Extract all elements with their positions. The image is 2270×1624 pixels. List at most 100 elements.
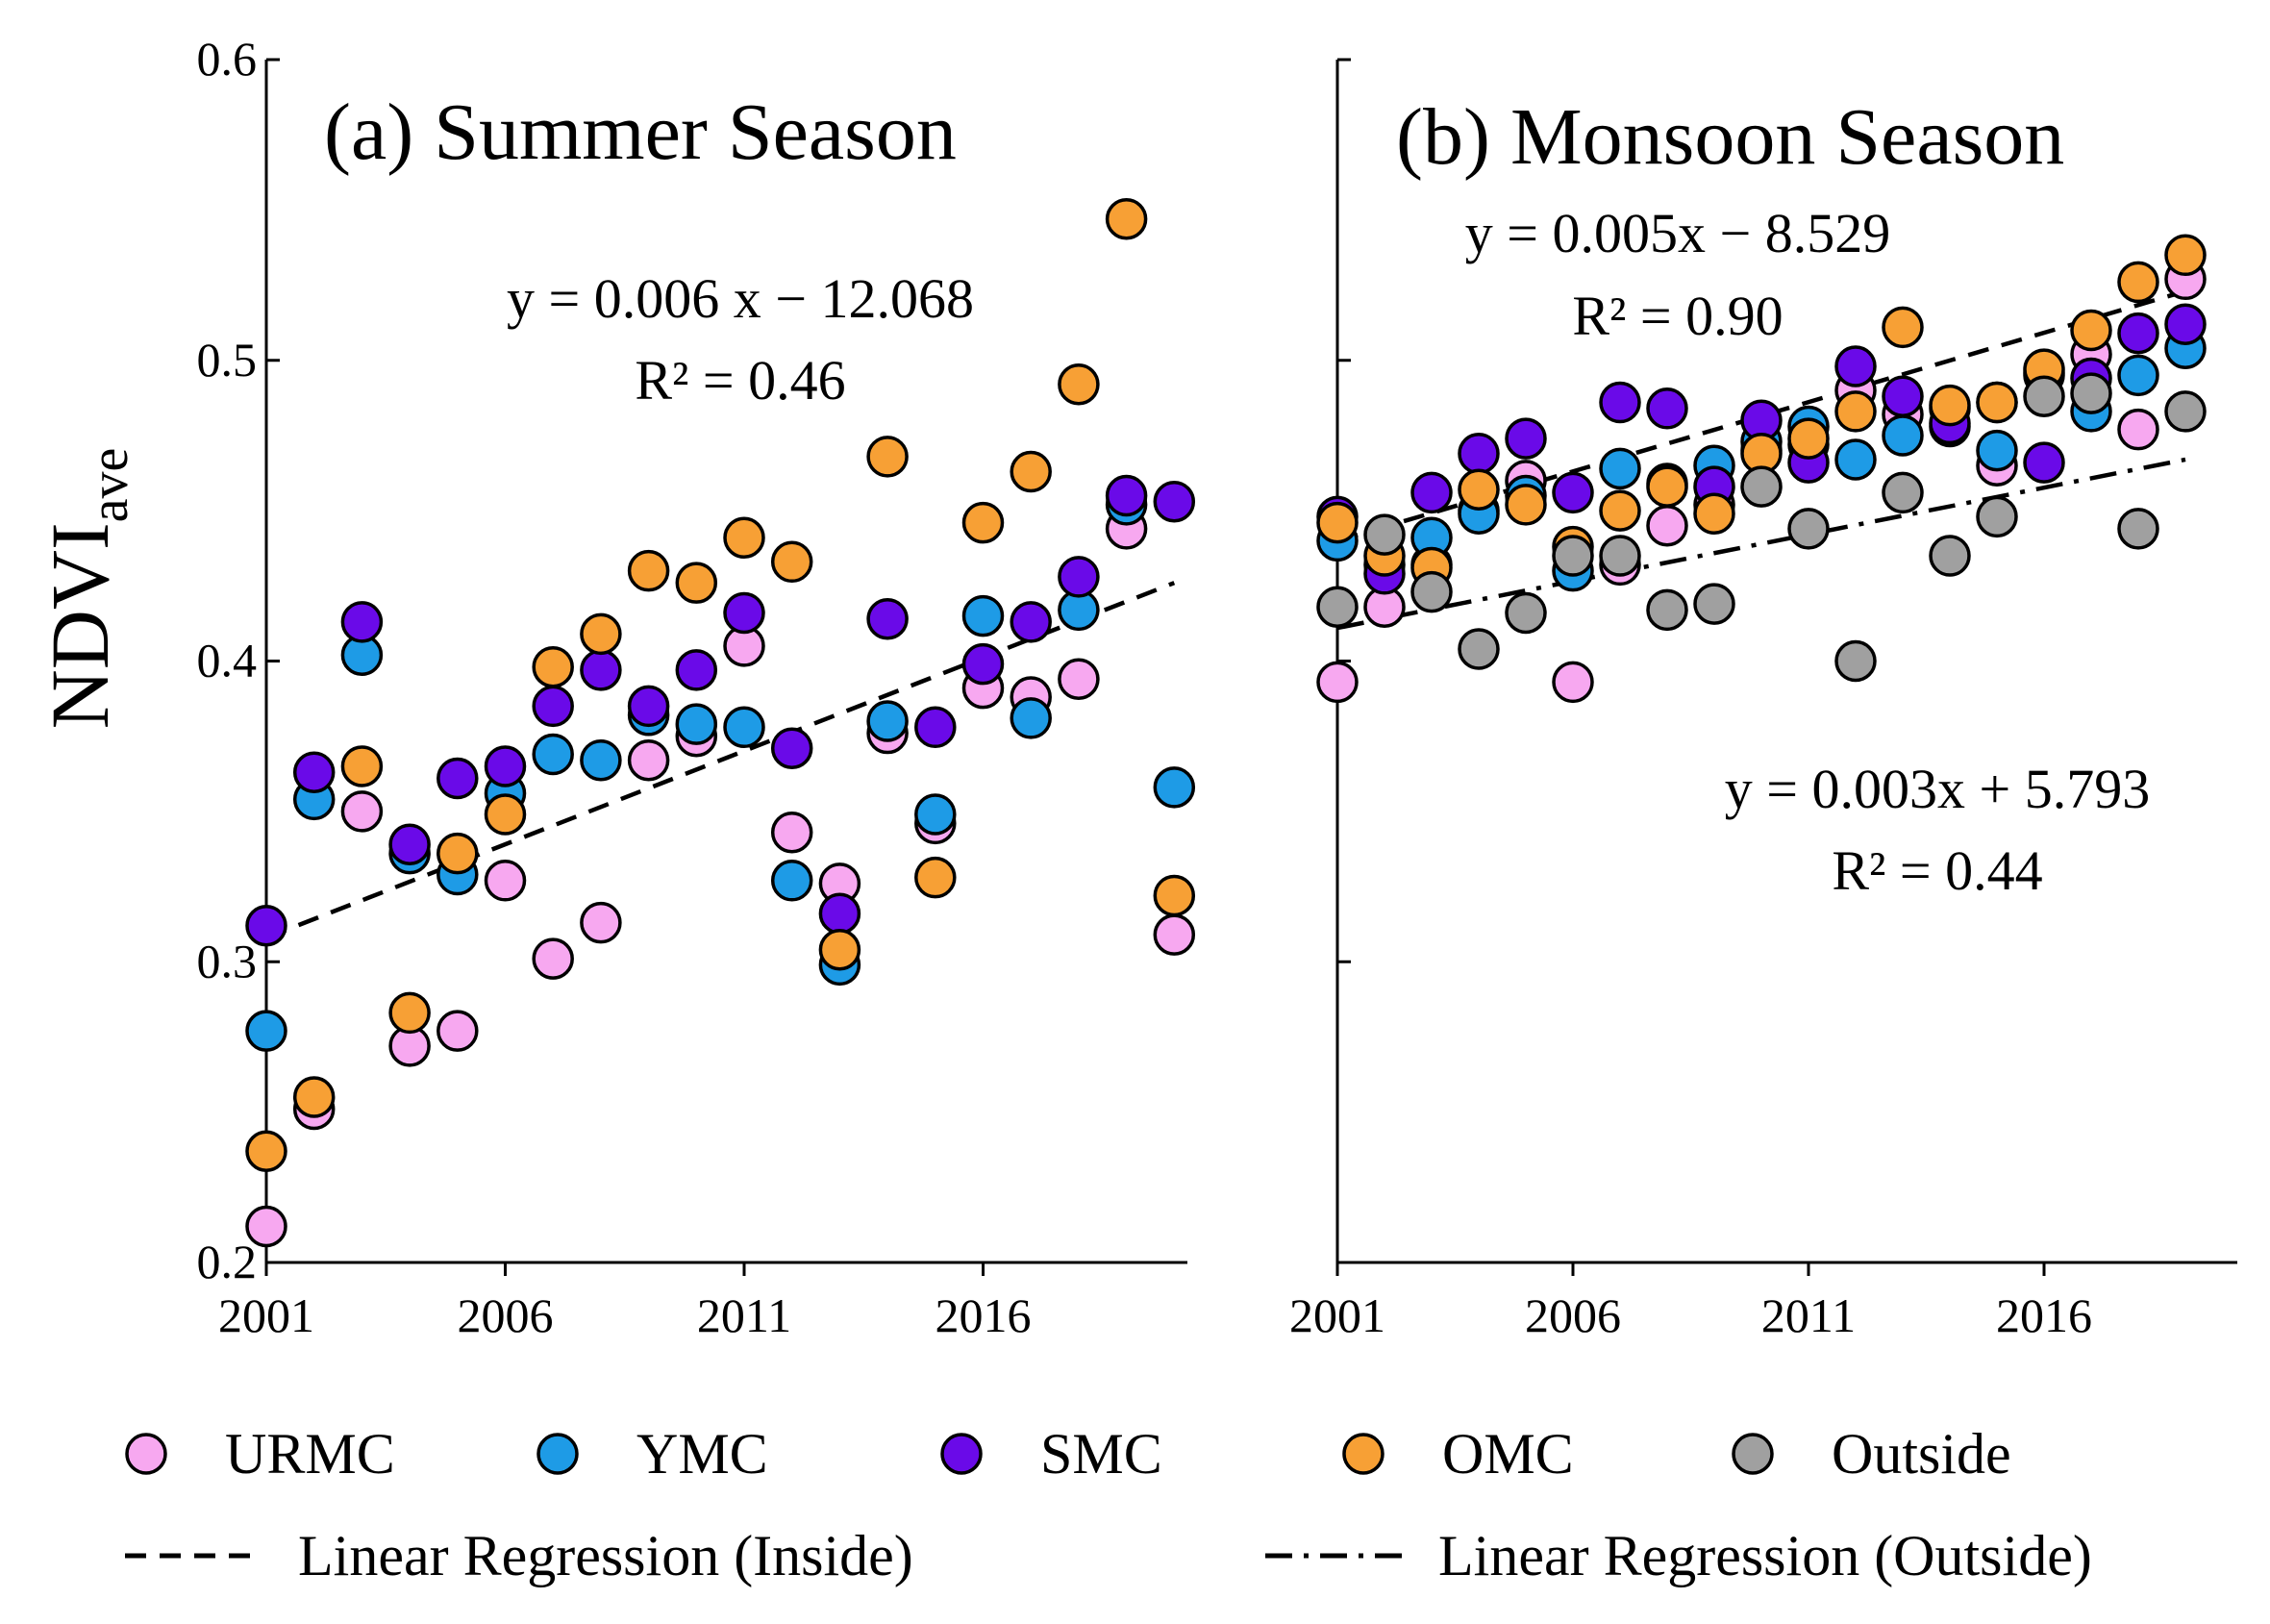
point-ymc bbox=[532, 733, 574, 776]
legend-marker bbox=[1342, 1433, 1384, 1475]
legend-label: Linear Regression (Outside) bbox=[1438, 1524, 2092, 1587]
panel-a-ticks: 0.2 0.3 0.4 0.5 0.6 2001 2006 2011 2016 bbox=[197, 32, 1032, 1342]
x-tick-label: 2006 bbox=[1525, 1288, 1621, 1342]
point-smc bbox=[2164, 303, 2207, 345]
point-outside bbox=[1505, 591, 1547, 635]
panel-a-regression-lines bbox=[265, 581, 1176, 940]
point-smc bbox=[723, 591, 765, 635]
panel-a-title: (a) Summer Season bbox=[324, 87, 957, 177]
y-axis-label-main: NDVI bbox=[34, 522, 126, 729]
y-tick-label: 0.4 bbox=[197, 634, 258, 687]
point-smc bbox=[1458, 432, 1500, 475]
point-smc bbox=[1505, 417, 1547, 460]
point-urmc bbox=[1646, 505, 1688, 547]
point-smc bbox=[532, 685, 574, 728]
legend-item-regression-inside: Linear Regression (Inside) bbox=[125, 1524, 913, 1587]
point-smc bbox=[1058, 556, 1100, 598]
panel-monsoon-season: 2001 2006 2011 2016 (b) Monsoon Season y = … bbox=[1289, 58, 2237, 1342]
point-omc bbox=[1010, 450, 1052, 493]
regression-line-outside bbox=[1336, 457, 2186, 631]
legend-marker bbox=[125, 1433, 167, 1475]
point-omc bbox=[770, 540, 813, 584]
legend-label: YMC bbox=[636, 1422, 768, 1486]
point-outside bbox=[1458, 628, 1500, 670]
legend-marker bbox=[536, 1433, 579, 1475]
legend-label: SMC bbox=[1040, 1422, 1162, 1486]
panel-b-title: (b) Monsoon Season bbox=[1396, 92, 2064, 182]
point-outside bbox=[1316, 586, 1359, 628]
point-outside bbox=[2070, 372, 2112, 414]
point-omc bbox=[961, 501, 1005, 544]
point-smc bbox=[388, 823, 431, 866]
point-smc bbox=[292, 751, 336, 793]
point-ymc bbox=[580, 738, 622, 782]
legend-label: Outside bbox=[1832, 1422, 2011, 1486]
legend-label: URMC bbox=[225, 1422, 395, 1486]
panel-summer-season: 0.2 0.3 0.4 0.5 0.6 2001 2006 2011 2016 (a) Summ… bbox=[197, 32, 1196, 1342]
point-omc bbox=[1787, 417, 1830, 460]
point-smc bbox=[1599, 381, 1641, 424]
point-smc bbox=[1010, 601, 1052, 643]
point-smc bbox=[627, 685, 670, 728]
panel-b-r-squared-outside: R² = 0.44 bbox=[1832, 839, 2042, 902]
x-tick-label: 2011 bbox=[697, 1288, 791, 1342]
point-smc bbox=[1105, 474, 1148, 517]
regression-line-inside bbox=[265, 581, 1176, 940]
panel-b-equation-inside: y = 0.005x − 8.529 bbox=[1465, 202, 1890, 264]
point-omc bbox=[292, 1076, 336, 1118]
point-smc bbox=[914, 706, 957, 749]
point-omc bbox=[532, 646, 574, 688]
point-omc bbox=[723, 516, 765, 560]
y-tick-label: 0.6 bbox=[197, 32, 258, 86]
point-omc bbox=[866, 436, 909, 478]
point-smc bbox=[1882, 375, 1924, 418]
point-urmc bbox=[437, 1010, 479, 1052]
point-omc bbox=[340, 745, 384, 787]
panel-b-points bbox=[1316, 234, 2207, 704]
point-outside bbox=[1929, 535, 1971, 577]
point-ymc bbox=[1599, 447, 1641, 490]
point-omc bbox=[580, 612, 622, 656]
point-omc bbox=[675, 562, 718, 604]
point-ymc bbox=[1153, 766, 1196, 809]
point-urmc bbox=[1058, 658, 1100, 701]
point-omc bbox=[1458, 468, 1500, 511]
point-outside bbox=[2023, 375, 2065, 418]
point-urmc bbox=[580, 901, 622, 944]
panel-a-r-squared: R² = 0.46 bbox=[635, 349, 845, 412]
point-omc bbox=[1058, 363, 1100, 406]
point-outside bbox=[1740, 465, 1783, 508]
panel-b-equation-outside: y = 0.003x + 5.793 bbox=[1725, 758, 2150, 820]
y-tick-label: 0.3 bbox=[197, 934, 258, 987]
panel-b-r-squared-inside: R² = 0.90 bbox=[1572, 285, 1783, 347]
point-ymc bbox=[1834, 438, 1877, 481]
point-urmc bbox=[770, 812, 813, 854]
point-ymc bbox=[866, 700, 909, 742]
y-axis-label: NDVIave bbox=[34, 448, 139, 730]
point-urmc bbox=[1316, 661, 1359, 704]
point-omc bbox=[627, 549, 670, 592]
point-outside bbox=[1363, 513, 1406, 556]
point-smc bbox=[818, 892, 861, 935]
point-omc bbox=[2164, 234, 2207, 277]
point-ymc bbox=[675, 703, 718, 745]
point-urmc bbox=[1153, 913, 1196, 956]
y-tick-label: 0.5 bbox=[197, 333, 258, 387]
point-omc bbox=[1316, 501, 1359, 544]
point-omc bbox=[1599, 489, 1641, 532]
legend-item-ymc: YMC bbox=[536, 1422, 768, 1486]
legend-item-urmc: URMC bbox=[125, 1422, 395, 1486]
point-omc bbox=[1693, 492, 1735, 536]
point-omc bbox=[245, 1130, 287, 1173]
point-outside bbox=[1646, 588, 1688, 632]
point-omc bbox=[1105, 198, 1148, 240]
x-tick-label: 2016 bbox=[935, 1288, 1032, 1342]
point-ymc bbox=[1010, 697, 1052, 739]
point-smc bbox=[1153, 480, 1196, 523]
point-smc bbox=[340, 601, 384, 643]
legend-marker bbox=[1732, 1433, 1774, 1475]
point-urmc bbox=[245, 1205, 287, 1248]
x-tick-label: 2001 bbox=[1289, 1288, 1385, 1342]
point-omc bbox=[1505, 484, 1547, 526]
